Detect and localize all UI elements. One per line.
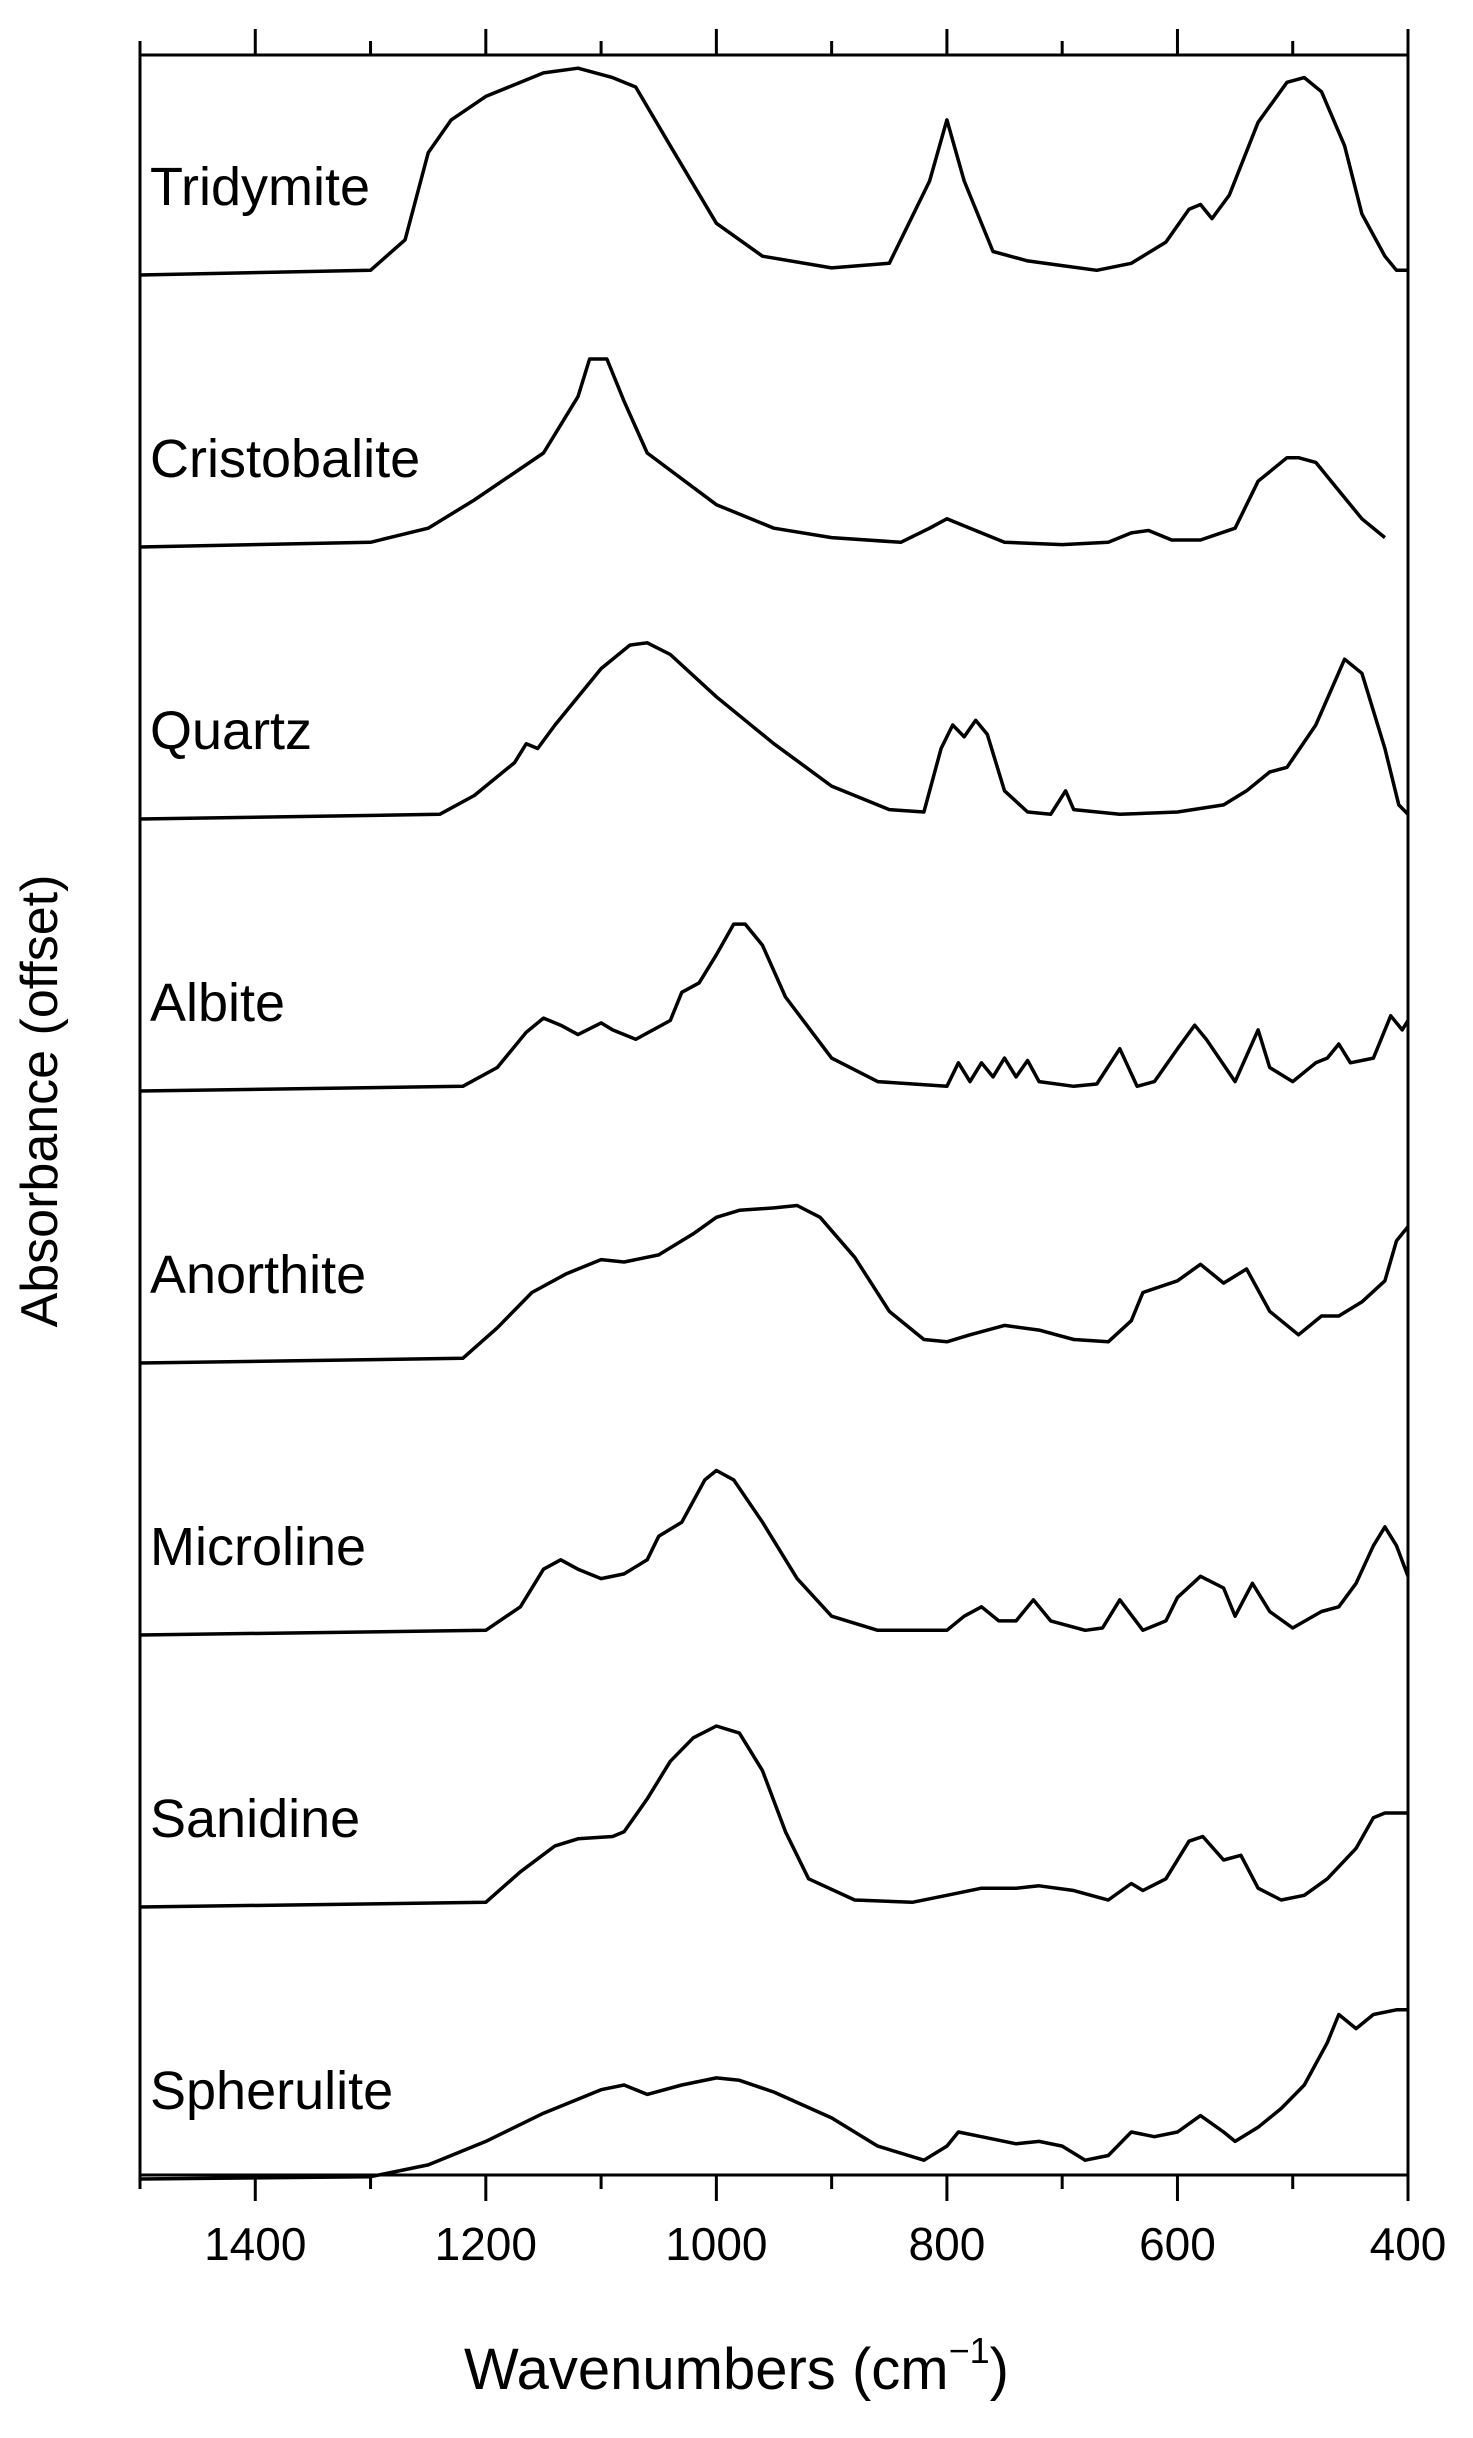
x-axis-title: Wavenumbers (cm−1) bbox=[0, 2330, 1473, 2403]
series-line-albite bbox=[139, 922, 1410, 1093]
series-label: Tridymite bbox=[150, 157, 370, 217]
series-label: Anorthite bbox=[150, 1245, 366, 1305]
series-line-microline bbox=[139, 1468, 1410, 1637]
series-line-cristobalite bbox=[139, 357, 1387, 549]
series-label: Spherulite bbox=[150, 2061, 393, 2121]
plot-frame bbox=[138, 53, 1410, 2177]
series-line-anorthite bbox=[139, 1203, 1410, 1365]
x-tick-label: 600 bbox=[1139, 2218, 1216, 2270]
x-tick-label: 1200 bbox=[435, 2218, 537, 2270]
series-line-quartz bbox=[139, 641, 1410, 821]
x-axis-unit-close: ) bbox=[989, 2337, 1009, 2402]
x-tick-label: 400 bbox=[1370, 2218, 1447, 2270]
y-axis-title: Absorbance (offset) bbox=[11, 874, 69, 1328]
series-line-tridymite bbox=[139, 66, 1408, 277]
series-label: Cristobalite bbox=[150, 429, 420, 489]
series-label: Quartz bbox=[150, 701, 312, 761]
series-label: Sanidine bbox=[150, 1789, 360, 1849]
x-tick-label: 1400 bbox=[204, 2218, 306, 2270]
x-tick-label: 800 bbox=[909, 2218, 986, 2270]
x-tick-label: 1000 bbox=[665, 2218, 767, 2270]
series-label: Microline bbox=[150, 1517, 366, 1577]
series-line-spherulite bbox=[139, 2008, 1408, 2181]
series-line-sanidine bbox=[139, 1724, 1408, 1909]
x-axis-unit-exp: −1 bbox=[948, 2330, 990, 2371]
x-axis-unit-base: (cm bbox=[851, 2337, 949, 2402]
y-axis-title-wrap: Absorbance (offset) bbox=[0, 0, 80, 2433]
series-label: Albite bbox=[150, 973, 285, 1033]
x-axis-title-text: Wavenumbers bbox=[464, 2337, 836, 2402]
